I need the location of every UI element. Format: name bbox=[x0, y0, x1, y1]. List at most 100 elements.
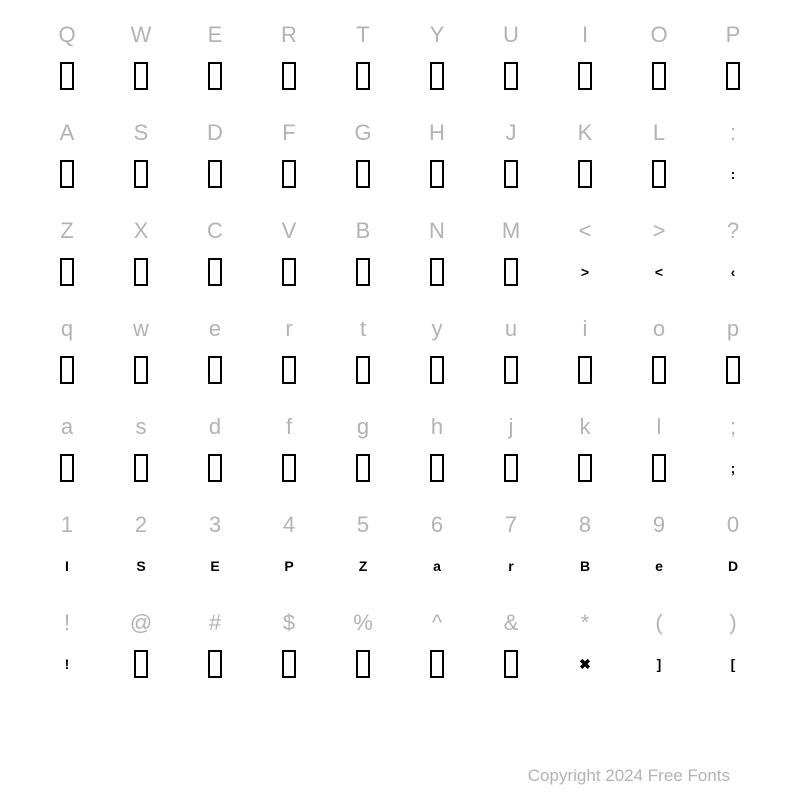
charmap-cell: % bbox=[326, 598, 400, 696]
charmap-cell: $ bbox=[252, 598, 326, 696]
char-glyph bbox=[504, 640, 518, 688]
char-label: ! bbox=[64, 606, 70, 640]
char-label: 1 bbox=[61, 508, 73, 542]
charmap-cell: F bbox=[252, 108, 326, 206]
char-label: : bbox=[730, 116, 736, 150]
charmap-row: 1I2S3E4P5Z6a7r8B9e0D bbox=[30, 500, 770, 598]
char-label: d bbox=[209, 410, 221, 444]
char-label: F bbox=[282, 116, 295, 150]
missing-glyph-icon bbox=[504, 356, 518, 384]
char-glyph bbox=[726, 346, 740, 394]
char-glyph: ! bbox=[65, 640, 70, 688]
charmap-cell: t bbox=[326, 304, 400, 402]
char-label: 4 bbox=[283, 508, 295, 542]
char-glyph bbox=[208, 346, 222, 394]
char-glyph: < bbox=[655, 248, 663, 296]
charmap-cell: g bbox=[326, 402, 400, 500]
char-label: S bbox=[134, 116, 149, 150]
char-glyph bbox=[60, 346, 74, 394]
missing-glyph-icon bbox=[652, 62, 666, 90]
missing-glyph-icon bbox=[652, 454, 666, 482]
char-glyph bbox=[60, 444, 74, 492]
char-label: C bbox=[207, 214, 223, 248]
missing-glyph-icon bbox=[430, 356, 444, 384]
char-label: Q bbox=[58, 18, 75, 52]
charmap-cell: 8B bbox=[548, 500, 622, 598]
missing-glyph-icon bbox=[282, 454, 296, 482]
charmap-cell: O bbox=[622, 10, 696, 108]
char-label: @ bbox=[130, 606, 152, 640]
missing-glyph-icon bbox=[430, 258, 444, 286]
missing-glyph-icon bbox=[652, 160, 666, 188]
char-glyph bbox=[430, 346, 444, 394]
char-glyph bbox=[356, 444, 370, 492]
charmap-cell: P bbox=[696, 10, 770, 108]
missing-glyph-icon bbox=[134, 258, 148, 286]
charmap-cell: Q bbox=[30, 10, 104, 108]
glyph-char: : bbox=[731, 167, 736, 181]
missing-glyph-icon bbox=[208, 356, 222, 384]
char-glyph bbox=[430, 444, 444, 492]
char-label: ; bbox=[730, 410, 736, 444]
char-label: P bbox=[726, 18, 741, 52]
missing-glyph-icon bbox=[578, 62, 592, 90]
char-label: j bbox=[509, 410, 514, 444]
missing-glyph-icon bbox=[60, 160, 74, 188]
char-glyph: e bbox=[655, 542, 663, 590]
char-glyph: B bbox=[580, 542, 590, 590]
charmap-cell: h bbox=[400, 402, 474, 500]
charmap-cell: Y bbox=[400, 10, 474, 108]
charmap-cell: S bbox=[104, 108, 178, 206]
missing-glyph-icon bbox=[282, 258, 296, 286]
glyph-char: a bbox=[433, 559, 441, 573]
char-glyph bbox=[504, 444, 518, 492]
char-label: % bbox=[353, 606, 373, 640]
charmap-row: asdfghjkl;; bbox=[30, 402, 770, 500]
charmap-cell: J bbox=[474, 108, 548, 206]
charmap-cell: i bbox=[548, 304, 622, 402]
charmap-cell: u bbox=[474, 304, 548, 402]
char-label: s bbox=[136, 410, 147, 444]
charmap-cell: 4P bbox=[252, 500, 326, 598]
charmap-row: QWERTYUIOP bbox=[30, 10, 770, 108]
missing-glyph-icon bbox=[356, 160, 370, 188]
char-label: k bbox=[580, 410, 591, 444]
char-label: & bbox=[504, 606, 519, 640]
char-glyph bbox=[504, 150, 518, 198]
glyph-char: ! bbox=[65, 657, 70, 671]
char-glyph bbox=[578, 150, 592, 198]
missing-glyph-icon bbox=[282, 356, 296, 384]
char-label: i bbox=[583, 312, 588, 346]
char-glyph bbox=[134, 248, 148, 296]
char-glyph bbox=[60, 52, 74, 100]
charmap-cell: 1I bbox=[30, 500, 104, 598]
char-label: f bbox=[286, 410, 292, 444]
char-glyph: ] bbox=[657, 640, 662, 688]
char-glyph: E bbox=[210, 542, 219, 590]
missing-glyph-icon bbox=[504, 160, 518, 188]
char-label: h bbox=[431, 410, 443, 444]
char-label: w bbox=[133, 312, 149, 346]
char-glyph bbox=[134, 52, 148, 100]
char-glyph: : bbox=[731, 150, 736, 198]
glyph-char: I bbox=[65, 559, 69, 573]
charmap-cell: A bbox=[30, 108, 104, 206]
char-label: G bbox=[354, 116, 371, 150]
char-label: K bbox=[578, 116, 593, 150]
char-glyph bbox=[356, 150, 370, 198]
charmap-cell: f bbox=[252, 402, 326, 500]
charmap-cell: o bbox=[622, 304, 696, 402]
char-label: 5 bbox=[357, 508, 369, 542]
char-glyph bbox=[282, 346, 296, 394]
char-glyph bbox=[282, 640, 296, 688]
char-glyph: P bbox=[284, 542, 293, 590]
char-label: ^ bbox=[432, 606, 442, 640]
glyph-char: S bbox=[136, 559, 145, 573]
char-label: ? bbox=[727, 214, 739, 248]
charmap-cell: !! bbox=[30, 598, 104, 696]
char-glyph bbox=[282, 52, 296, 100]
missing-glyph-icon bbox=[356, 454, 370, 482]
char-glyph bbox=[652, 346, 666, 394]
charmap-cell: U bbox=[474, 10, 548, 108]
missing-glyph-icon bbox=[578, 454, 592, 482]
